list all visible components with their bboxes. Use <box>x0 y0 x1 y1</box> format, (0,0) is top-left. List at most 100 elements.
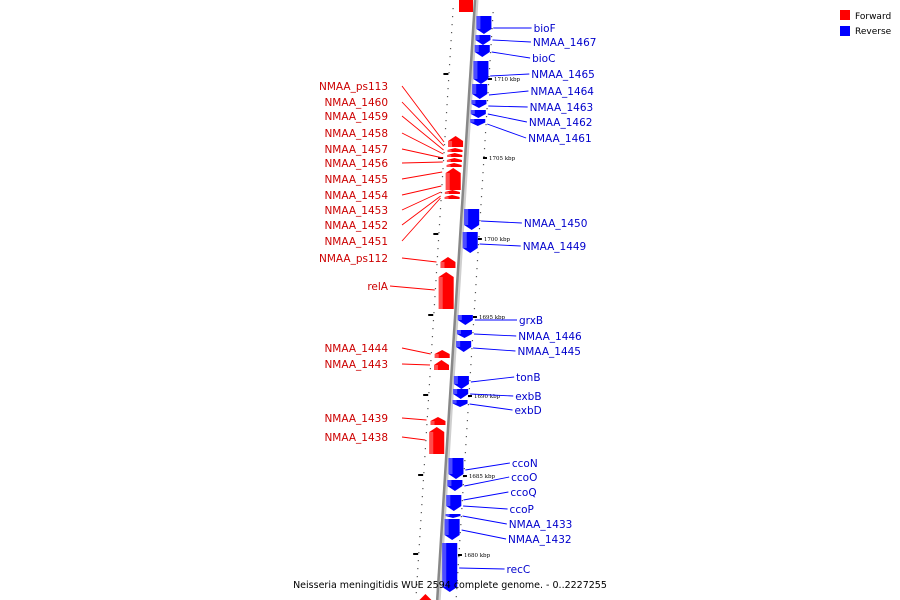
tick-dot-right <box>459 532 461 534</box>
reverse-gene-label[interactable]: bioF <box>534 23 556 35</box>
tick-dot-left <box>445 120 447 122</box>
tick-dot-right <box>469 380 471 382</box>
reverse-gene-label[interactable]: NMAA_1450 <box>524 218 588 230</box>
forward-gene-leader <box>401 115 444 151</box>
forward-gene-label[interactable]: NMAA_1444 <box>324 343 388 355</box>
scale-label: 1705 kbp <box>489 156 516 162</box>
tick-dot-right <box>482 164 485 166</box>
major-tick-right <box>457 554 462 556</box>
reverse-gene-label[interactable]: NMAA_1432 <box>508 534 572 546</box>
reverse-gene-shade <box>452 400 457 404</box>
forward-gene-label[interactable]: NMAA_1443 <box>324 359 388 371</box>
tick-dot-left <box>439 208 442 210</box>
tick-dot-right <box>467 404 469 406</box>
tick-dot-right <box>464 452 466 454</box>
reverse-gene-label[interactable]: exbB <box>515 391 541 403</box>
forward-gene-label[interactable]: NMAA_1460 <box>324 97 388 109</box>
tick-dot-right <box>481 188 483 190</box>
forward-gene-label[interactable]: NMAA_1453 <box>324 205 388 217</box>
forward-gene-leader <box>401 417 427 421</box>
tick-dot-left <box>422 480 424 482</box>
reverse-gene-label[interactable]: ccoN <box>512 458 538 470</box>
forward-gene-label[interactable]: NMAA_1439 <box>324 413 388 425</box>
forward-gene-block <box>448 136 464 147</box>
reverse-gene-label[interactable]: NMAA_1445 <box>517 346 581 358</box>
reverse-gene-label[interactable]: NMAA_1463 <box>530 102 594 114</box>
forward-gene-block <box>434 360 450 370</box>
forward-gene-leader <box>401 132 444 155</box>
tick-dot-right <box>471 348 473 350</box>
major-tick-right <box>472 316 477 318</box>
reverse-gene-label[interactable]: exbD <box>515 405 542 417</box>
forward-gene-shade <box>448 141 453 147</box>
major-tick-right <box>467 395 472 397</box>
forward-gene-shade <box>445 173 450 190</box>
forward-gene-label[interactable]: relA <box>367 281 388 293</box>
forward-gene-label[interactable]: NMAA_1457 <box>324 144 388 156</box>
tick-dot-left <box>427 400 429 402</box>
reverse-gene-label[interactable]: bioC <box>532 53 555 65</box>
tick-dot-right <box>462 492 464 494</box>
forward-gene-shade <box>429 432 434 454</box>
tick-dot-left <box>436 264 438 266</box>
reverse-gene-shade <box>476 16 481 29</box>
forward-gene-label[interactable]: NMAA_1454 <box>324 190 388 202</box>
reverse-gene-leader <box>479 243 521 247</box>
reverse-gene-label[interactable]: tonB <box>516 372 540 384</box>
tick-dot-left <box>419 536 421 538</box>
tick-dot-left <box>444 136 446 138</box>
forward-gene-leader <box>389 285 435 291</box>
reverse-gene-label[interactable]: NMAA_1467 <box>533 37 597 49</box>
forward-gene-block <box>446 158 462 162</box>
reverse-gene-label[interactable]: ccoP <box>510 504 534 516</box>
tick-dot-left <box>434 296 436 298</box>
reverse-gene-block <box>448 458 464 479</box>
forward-gene-block <box>444 190 460 194</box>
forward-gene-label[interactable]: NMAA_ps113 <box>319 81 388 93</box>
forward-gene-block <box>429 427 445 454</box>
reverse-gene-leader <box>464 476 510 487</box>
legend: Forward Reverse <box>840 10 892 37</box>
tick-dot-left <box>436 256 439 258</box>
tick-dot-right <box>473 308 476 310</box>
reverse-gene-label[interactable]: ccoO <box>511 472 537 484</box>
forward-gene-label[interactable]: NMAA_1451 <box>324 236 388 248</box>
reverse-gene-block <box>470 119 486 126</box>
tick-dot-right <box>488 76 490 78</box>
reverse-gene-leader <box>463 505 508 510</box>
tick-dot-left <box>435 280 437 282</box>
reverse-gene-label[interactable]: NMAA_1446 <box>518 331 582 343</box>
forward-gene-label[interactable]: NMAA_1452 <box>324 220 388 232</box>
reverse-gene-leader <box>470 376 515 383</box>
tick-dot-right <box>486 108 488 110</box>
reverse-gene-label[interactable]: ccoQ <box>510 487 536 499</box>
reverse-gene-label[interactable]: NMAA_1464 <box>530 86 594 98</box>
reverse-gene-label[interactable]: recC <box>507 564 531 576</box>
reverse-gene-label[interactable]: NMAA_1462 <box>529 117 593 129</box>
reverse-gene-block <box>476 16 492 34</box>
tick-dot-left <box>447 88 449 90</box>
reverse-gene-label[interactable]: NMAA_1465 <box>531 69 595 81</box>
tick-dot-right <box>478 228 481 230</box>
reverse-gene-label[interactable]: grxB <box>519 315 543 327</box>
forward-gene-label[interactable]: NMAA_1459 <box>324 111 388 123</box>
tick-dot-right <box>459 540 461 542</box>
forward-gene-label[interactable]: NMAA_1438 <box>324 432 388 444</box>
forward-gene-label[interactable]: NMAA_1458 <box>324 128 388 140</box>
reverse-gene-label[interactable]: NMAA_1433 <box>509 519 573 531</box>
forward-gene-block <box>445 168 461 190</box>
major-tick-left <box>433 233 439 235</box>
forward-gene-label[interactable]: NMAA_1455 <box>324 174 388 186</box>
forward-gene-label[interactable]: NMAA_ps112 <box>319 253 388 265</box>
tick-dot-right <box>489 52 492 54</box>
reverse-gene-block <box>462 232 478 253</box>
reverse-gene-shade <box>470 119 475 123</box>
forward-gene-label[interactable]: NMAA_1456 <box>324 158 388 170</box>
reverse-gene-label[interactable]: NMAA_1461 <box>528 133 592 145</box>
tick-dot-left <box>421 504 423 506</box>
tick-dot-right <box>460 516 462 518</box>
genome-axis <box>435 0 479 600</box>
tick-dot-right <box>479 220 481 222</box>
reverse-gene-label[interactable]: NMAA_1449 <box>523 241 587 253</box>
major-tick-left <box>438 157 444 159</box>
